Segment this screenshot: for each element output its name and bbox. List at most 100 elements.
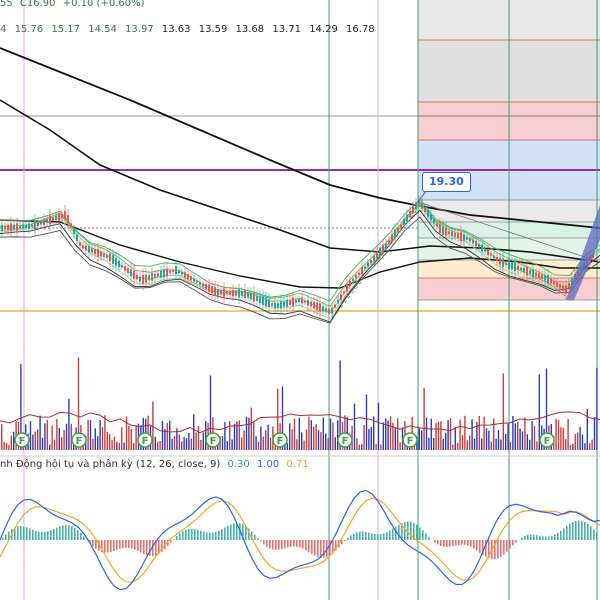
candle-body [556, 282, 558, 287]
candle-body [229, 290, 231, 295]
volume-bar [181, 441, 183, 450]
volume-bar [152, 401, 154, 450]
volume-bar [200, 439, 202, 450]
macd-histogram-bar [359, 531, 361, 540]
macd-histogram-bar [467, 540, 469, 546]
macd-histogram-bar [479, 540, 481, 553]
candle-body [46, 218, 48, 223]
volume-bar [209, 375, 212, 450]
high-price-label[interactable]: 19.30 [422, 172, 471, 192]
candle-body [460, 232, 462, 242]
volume-bar [538, 374, 540, 450]
candle-body [316, 302, 318, 310]
macd-histogram-bar [23, 526, 25, 540]
candle-body [274, 302, 276, 309]
volume-bar [397, 418, 399, 450]
volume-bar [296, 439, 298, 450]
candle-body [304, 300, 306, 303]
candle-body [532, 269, 534, 277]
candle-body [109, 253, 111, 262]
macd-histogram-bar [200, 530, 202, 540]
volume-bar [133, 443, 135, 450]
earnings-F-icon[interactable]: F [402, 432, 418, 448]
candle-body [313, 301, 315, 309]
candle-body [343, 291, 345, 294]
candle-body [28, 223, 30, 229]
candle-body [7, 224, 9, 231]
volume-bar [377, 402, 380, 450]
macd-legend[interactable]: nh Động hội tụ và phân kỳ (12, 26, close… [0, 459, 313, 470]
candle-body [76, 234, 78, 242]
earnings-F-icon[interactable]: F [539, 432, 555, 448]
earnings-F-icon[interactable]: F [205, 432, 221, 448]
candle-body [202, 283, 204, 287]
volume-bar [502, 373, 504, 450]
macd-histogram-bar [290, 540, 292, 547]
macd-histogram-bar [383, 533, 385, 540]
volume-bar [29, 421, 32, 450]
earnings-F-icon[interactable]: F [14, 432, 30, 448]
volume-bar [524, 417, 526, 450]
candle-body [358, 272, 360, 275]
macd-histogram-bar [2, 537, 4, 540]
volume-bar [44, 423, 46, 450]
candle-body [208, 284, 210, 292]
volume-bar [245, 416, 248, 450]
candle-body [496, 256, 498, 262]
volume-bar [293, 418, 296, 450]
volume-bar [497, 430, 500, 450]
volume-bar [32, 434, 34, 450]
macd-histogram-bar [296, 540, 298, 547]
candle-body [508, 260, 510, 270]
earnings-marker-circle [337, 432, 353, 448]
macd-histogram-bar [119, 540, 121, 549]
earnings-F-icon[interactable]: F [71, 432, 87, 448]
candle-body [349, 280, 351, 287]
close-value: C16.90 [19, 0, 56, 9]
macd-histogram-bar [440, 540, 442, 546]
volume-bar [92, 438, 94, 450]
volume-bar [466, 440, 468, 450]
candle-body [34, 220, 36, 230]
candle-body [121, 264, 123, 268]
macd-histogram-bar [35, 530, 37, 540]
candle-body [124, 266, 126, 271]
macd-histogram-bar [407, 521, 409, 540]
macd-histogram-bar [419, 527, 421, 540]
macd-histogram-bar [410, 521, 412, 540]
ma-value-2: 15.17 [51, 24, 81, 35]
volume-bar [399, 442, 401, 450]
volume-bar [226, 440, 228, 450]
macd-histogram-bar [215, 531, 217, 540]
macd-histogram-bar [194, 529, 196, 540]
volume-bar [267, 424, 269, 450]
volume-bar [219, 436, 221, 450]
macd-histogram-bar [389, 530, 391, 540]
volume-bar [190, 438, 192, 450]
candle-body [253, 292, 255, 302]
volume-bar [3, 441, 5, 450]
macd-histogram-bar [146, 540, 148, 556]
macd-histogram-bar [221, 529, 223, 540]
volume-bar [248, 417, 250, 450]
candle-body [112, 255, 114, 264]
macd-histogram-bar [191, 528, 193, 540]
macd-histogram-bar [377, 534, 379, 540]
macd-histogram-bar [371, 533, 373, 540]
volume-bar [533, 425, 536, 450]
candle-body [148, 275, 150, 281]
ma-value-6: 13.59 [198, 24, 228, 35]
macd-histogram-bar [29, 528, 31, 540]
earnings-F-icon[interactable]: F [337, 432, 353, 448]
earnings-F-icon[interactable]: F [137, 432, 153, 448]
candle-body [379, 247, 381, 257]
volume-bar [257, 442, 260, 450]
earnings-F-icon[interactable]: F [272, 432, 288, 448]
volume-bar [591, 439, 593, 450]
candle-body [235, 291, 237, 296]
volume-bar [159, 440, 161, 450]
macd-histogram-bar [539, 535, 541, 540]
candle-body [337, 299, 339, 304]
